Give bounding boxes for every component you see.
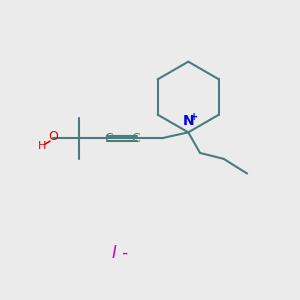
Text: C: C	[104, 132, 113, 145]
Text: C: C	[131, 132, 140, 145]
Text: O: O	[48, 130, 58, 143]
Text: N: N	[182, 114, 194, 128]
Text: I -: I -	[112, 244, 129, 262]
Text: H: H	[38, 141, 47, 151]
Text: +: +	[190, 112, 198, 122]
